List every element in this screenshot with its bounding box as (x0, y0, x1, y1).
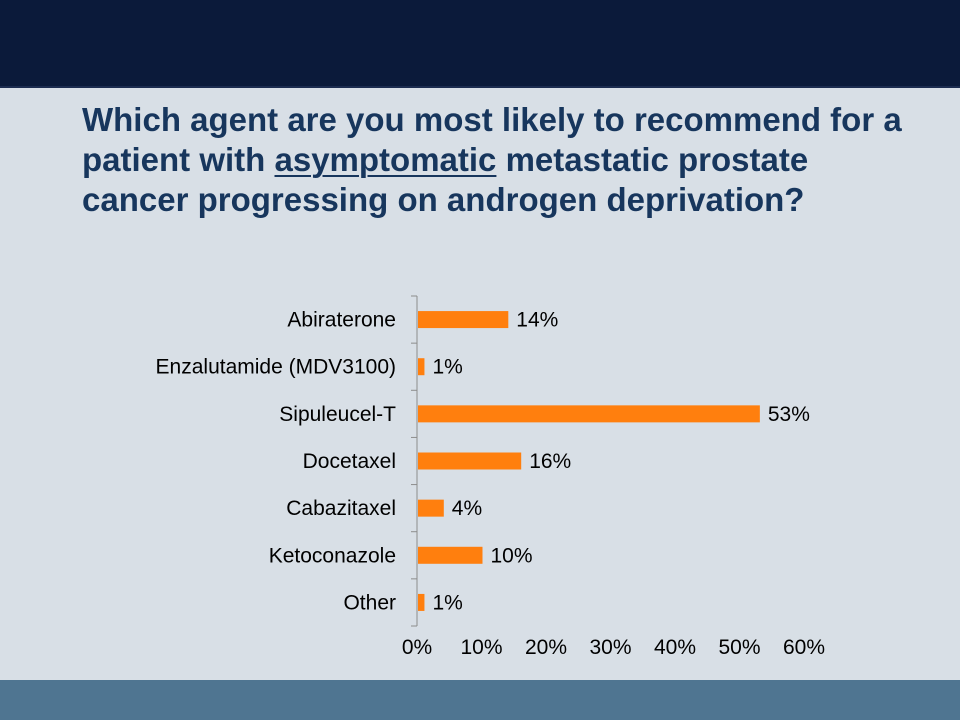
bar (418, 593, 425, 611)
footer-band (0, 680, 960, 720)
data-label: 1% (432, 591, 462, 614)
header-band (0, 0, 960, 88)
bar (418, 311, 509, 329)
category-label: Sipuleucel-T (279, 403, 396, 426)
category-label: Docetaxel (303, 450, 396, 473)
bar (418, 452, 522, 470)
question-emphasis: asymptomatic (274, 141, 497, 178)
slide-question: Which agent are you most likely to recom… (82, 100, 922, 220)
category-label: Enzalutamide (MDV3100) (156, 356, 396, 379)
data-label: 1% (432, 356, 462, 379)
data-label: 10% (491, 544, 533, 567)
x-tick-label: 50% (718, 636, 760, 659)
x-tick-label: 30% (589, 636, 631, 659)
data-label: 16% (529, 450, 571, 473)
category-label: Cabazitaxel (286, 497, 396, 520)
x-tick-label: 0% (402, 636, 432, 659)
bar (418, 358, 425, 376)
data-label: 53% (768, 403, 810, 426)
x-tick-label: 20% (525, 636, 567, 659)
data-label: 4% (452, 497, 482, 520)
bar (418, 405, 760, 423)
category-label: Other (343, 591, 396, 614)
category-label: Abiraterone (287, 309, 396, 332)
data-label: 14% (516, 309, 558, 332)
bar (418, 499, 444, 517)
question-text-end: metastatic prostate cancer progressing o… (82, 141, 809, 218)
question-text-start: Which agent are you most likely to recom… (82, 101, 902, 178)
x-tick-label: 60% (783, 636, 825, 659)
bar-chart: Abiraterone 14% Enzalutamide (MDV3100) 1% Si… (156, 295, 825, 659)
bar (418, 546, 483, 564)
x-tick-label: 10% (460, 636, 502, 659)
x-tick-label: 40% (654, 636, 696, 659)
category-label: Ketoconazole (269, 544, 396, 567)
